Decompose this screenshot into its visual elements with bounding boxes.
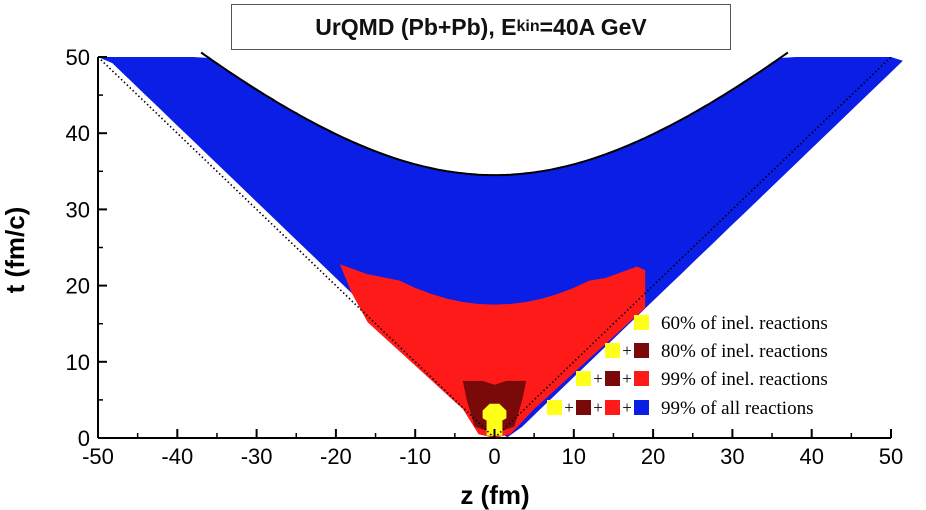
x-tick-label: 30 (720, 444, 744, 469)
legend-swatch (576, 371, 591, 386)
region-99-all (98, 57, 903, 438)
legend-plus: + (622, 341, 632, 360)
title-sub: kin (516, 18, 540, 35)
y-tick-label: 30 (66, 197, 90, 222)
title-main: UrQMD (Pb+Pb), E (315, 13, 517, 40)
legend-swatch (634, 315, 649, 330)
x-tick-label: -20 (320, 444, 352, 469)
legend-swatch (634, 343, 649, 358)
legend-swatch (634, 371, 649, 386)
x-tick-label: 50 (879, 444, 903, 469)
axes (97, 56, 892, 439)
reference-lines (97, 51, 892, 439)
legend-plus: + (622, 369, 632, 388)
legend-swatch (634, 400, 649, 415)
legend-plus: + (593, 398, 603, 417)
x-tick-label: 10 (562, 444, 586, 469)
x-tick-label: -50 (82, 444, 114, 469)
legend-swatch (605, 371, 620, 386)
legend-swatch (547, 400, 562, 415)
y-tick-label: 40 (66, 121, 90, 146)
tick-labels: -50 -40 -30 -20 -10 0 10 20 30 40 50 0 10 20 30 40 50 (66, 45, 904, 469)
x-tick-label: 0 (488, 444, 500, 469)
y-axis-label: t (fm/c) (0, 207, 30, 294)
heatmap-regions (98, 57, 903, 438)
legend-swatch (605, 343, 620, 358)
legend: 60% of inel. reactions + 80% of inel. reac… (547, 313, 828, 419)
title-rest: =40A GeV (539, 13, 647, 40)
region-99-inel (339, 264, 646, 438)
x-tick-label: -30 (241, 444, 273, 469)
legend-label: 99% of inel. reactions (661, 369, 828, 390)
x-tick-label: 20 (641, 444, 665, 469)
y-tick-label: 10 (66, 350, 90, 375)
legend-plus: + (622, 398, 632, 417)
y-tick-label: 0 (78, 426, 90, 451)
x-axis-label: z (fm) (460, 480, 529, 510)
legend-label: 60% of inel. reactions (661, 313, 828, 334)
y-tick-label: 20 (66, 274, 90, 299)
y-tick-label: 50 (66, 45, 90, 70)
x-tick-label: 40 (799, 444, 823, 469)
legend-label: 80% of inel. reactions (661, 341, 828, 362)
legend-label: 99% of all reactions (661, 398, 813, 419)
x-tick-label: -10 (399, 444, 431, 469)
region-60-inel (482, 403, 507, 436)
x-tick-label: -40 (161, 444, 193, 469)
hyperbola-curve (200, 51, 789, 177)
legend-plus: + (593, 369, 603, 388)
legend-plus: + (564, 398, 574, 417)
legend-swatch (605, 400, 620, 415)
legend-swatch (576, 400, 591, 415)
